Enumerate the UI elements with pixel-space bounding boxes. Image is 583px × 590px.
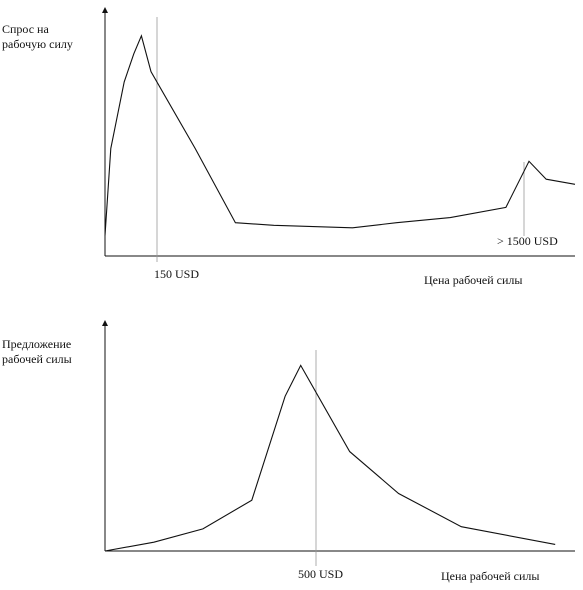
supply-y-axis-label: Предложение рабочей силы: [2, 337, 72, 366]
demand-tick-label-1500: > 1500 USD: [497, 234, 558, 248]
supply-chart: [102, 320, 575, 566]
demand-y-axis-label: Спрос на рабочую силу: [2, 22, 73, 51]
demand-x-axis-label: Цена рабочей силы: [424, 273, 523, 287]
supply-series-line: [104, 364, 556, 552]
demand-tick-label-150: 150 USD: [154, 267, 200, 281]
demand-series-line: [104, 34, 576, 236]
demand-chart: [102, 7, 576, 262]
supply-tick-label-500: 500 USD: [298, 567, 344, 581]
supply-x-axis-label: Цена рабочей силы: [441, 569, 540, 583]
